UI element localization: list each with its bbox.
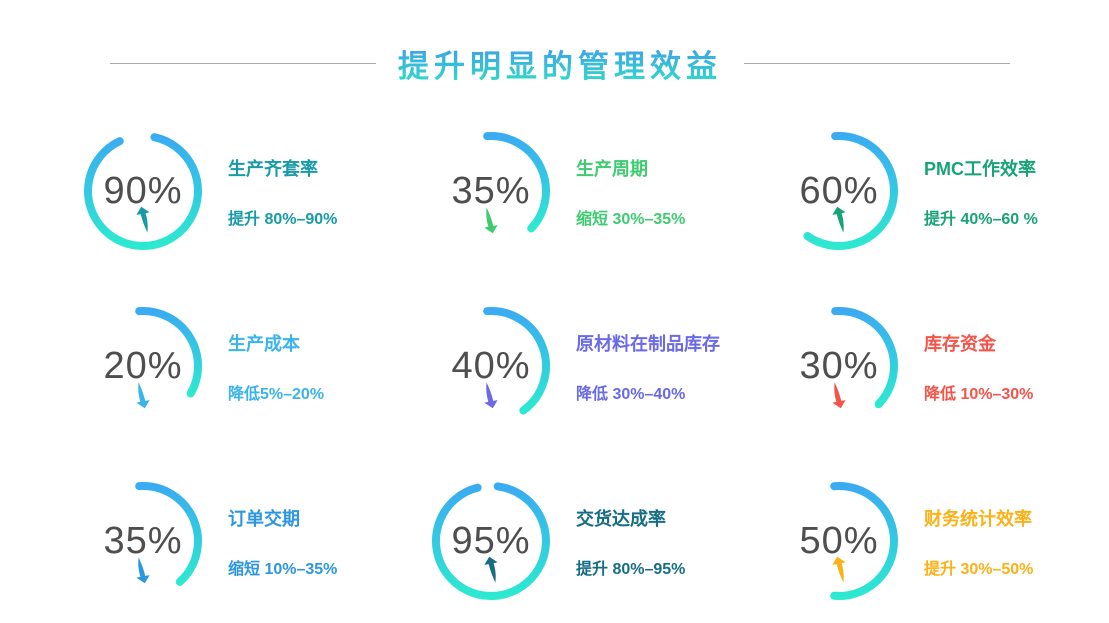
gauge-ring-area: 50% xyxy=(777,479,901,603)
gauge-ring xyxy=(831,307,898,409)
gauge-text: 交货达成率 提升 80%–95% xyxy=(576,505,685,579)
gauge-value: 60% xyxy=(799,170,879,212)
gauge-value: 35% xyxy=(451,170,531,212)
gauge-card: 90% 生产齐套率 提升 80%–90% xyxy=(78,103,426,278)
trend-up-arrow-icon xyxy=(136,206,150,233)
gauge-ring xyxy=(830,482,899,600)
gauge-ring-area: 30% xyxy=(777,304,901,428)
gauge-card: 60% PMC工作效率 提升 40%–60 % xyxy=(774,103,1109,278)
gauge-ring-area: 90% xyxy=(81,129,205,253)
gauge-text: 库存资金 降低 10%–30% xyxy=(924,330,1033,404)
gauge-label: 生产周期 xyxy=(576,159,648,179)
gauge-value: 90% xyxy=(103,170,183,212)
trend-down-arrow-icon xyxy=(832,382,846,409)
header-divider-right xyxy=(744,62,1010,64)
trend-up-arrow-icon xyxy=(484,556,498,583)
gauge-text: 订单交期 缩短 10%–35% xyxy=(228,505,337,579)
gauge-label: PMC工作效率 xyxy=(924,159,1036,179)
gauge-text: PMC工作效率 提升 40%–60 % xyxy=(924,155,1038,229)
gauge-card: 35% 生产周期 缩短 30%–35% xyxy=(426,103,774,278)
gauge-change: 提升 30%–50% xyxy=(924,561,1034,578)
gauge-value: 35% xyxy=(103,520,183,562)
gauge-ring xyxy=(431,482,550,600)
gauge-label: 订单交期 xyxy=(228,509,300,529)
trend-down-arrow-icon xyxy=(484,382,498,409)
gauge-change: 降低 30%–40% xyxy=(576,386,686,403)
gauge-label: 交货达成率 xyxy=(576,509,666,529)
gauge-text: 生产成本 降低5%–20% xyxy=(228,330,324,404)
gauge-label: 财务统计效率 xyxy=(924,509,1032,529)
gauge-value: 40% xyxy=(451,345,531,387)
gauge-label: 原材料在制品库存 xyxy=(576,334,720,354)
trend-up-arrow-icon xyxy=(832,556,846,583)
gauge-ring xyxy=(84,133,202,250)
gauge-ring-area: 20% xyxy=(81,304,205,428)
gauge-change: 提升 80%–90% xyxy=(228,211,338,228)
gauge-label: 生产成本 xyxy=(228,334,300,354)
gauge-card: 30% 库存资金 降低 10%–30% xyxy=(774,278,1109,453)
gauge-value: 95% xyxy=(451,520,531,562)
gauge-label: 库存资金 xyxy=(924,334,996,354)
gauge-grid: 90% 生产齐套率 提升 80%–90% 35% 生产周期 缩短 30%–35% xyxy=(78,103,1109,623)
gauge-ring-area: 35% xyxy=(429,129,553,253)
gauge-change: 提升 80%–95% xyxy=(576,561,686,578)
gauge-change: 缩短 30%–35% xyxy=(576,211,686,228)
gauge-card: 40% 原材料在制品库存 降低 30%–40% xyxy=(426,278,774,453)
gauge-value: 30% xyxy=(799,345,879,387)
gauge-ring xyxy=(135,482,202,586)
page-header: 提升明显的管理效益 xyxy=(110,36,1010,90)
trend-up-arrow-icon xyxy=(832,206,846,233)
gauge-ring xyxy=(483,132,550,233)
gauge-change: 降低5%–20% xyxy=(228,386,325,403)
gauge-ring-area: 35% xyxy=(81,479,205,603)
gauge-text: 财务统计效率 提升 30%–50% xyxy=(924,505,1033,579)
gauge-text: 生产周期 缩短 30%–35% xyxy=(576,155,685,229)
gauge-ring-area: 95% xyxy=(429,479,553,603)
trend-down-arrow-icon xyxy=(136,557,150,584)
gauge-ring xyxy=(135,307,202,398)
gauge-label: 生产齐套率 xyxy=(228,159,318,179)
gauge-ring xyxy=(483,307,550,415)
gauge-card: 35% 订单交期 缩短 10%–35% xyxy=(78,453,426,623)
page-title: 提升明显的管理效益 xyxy=(398,41,722,86)
gauge-card: 50% 财务统计效率 提升 30%–50% xyxy=(774,453,1109,623)
gauge-card: 20% 生产成本 降低5%–20% xyxy=(78,278,426,453)
gauge-ring-area: 40% xyxy=(429,304,553,428)
gauge-change: 缩短 10%–35% xyxy=(228,561,338,578)
gauge-change: 降低 10%–30% xyxy=(924,386,1034,403)
gauge-text: 生产齐套率 提升 80%–90% xyxy=(228,155,337,229)
gauge-ring-area: 60% xyxy=(777,129,901,253)
gauge-card: 95% 交货达成率 提升 80%–95% xyxy=(426,453,774,623)
header-divider-left xyxy=(110,62,376,64)
gauge-value: 20% xyxy=(103,345,183,387)
gauge-text: 原材料在制品库存 降低 30%–40% xyxy=(576,330,720,404)
gauge-value: 50% xyxy=(799,520,879,562)
gauge-ring xyxy=(803,132,898,250)
trend-down-arrow-icon xyxy=(484,207,498,234)
gauge-change: 提升 40%–60 % xyxy=(924,211,1038,228)
trend-down-arrow-icon xyxy=(136,382,150,409)
